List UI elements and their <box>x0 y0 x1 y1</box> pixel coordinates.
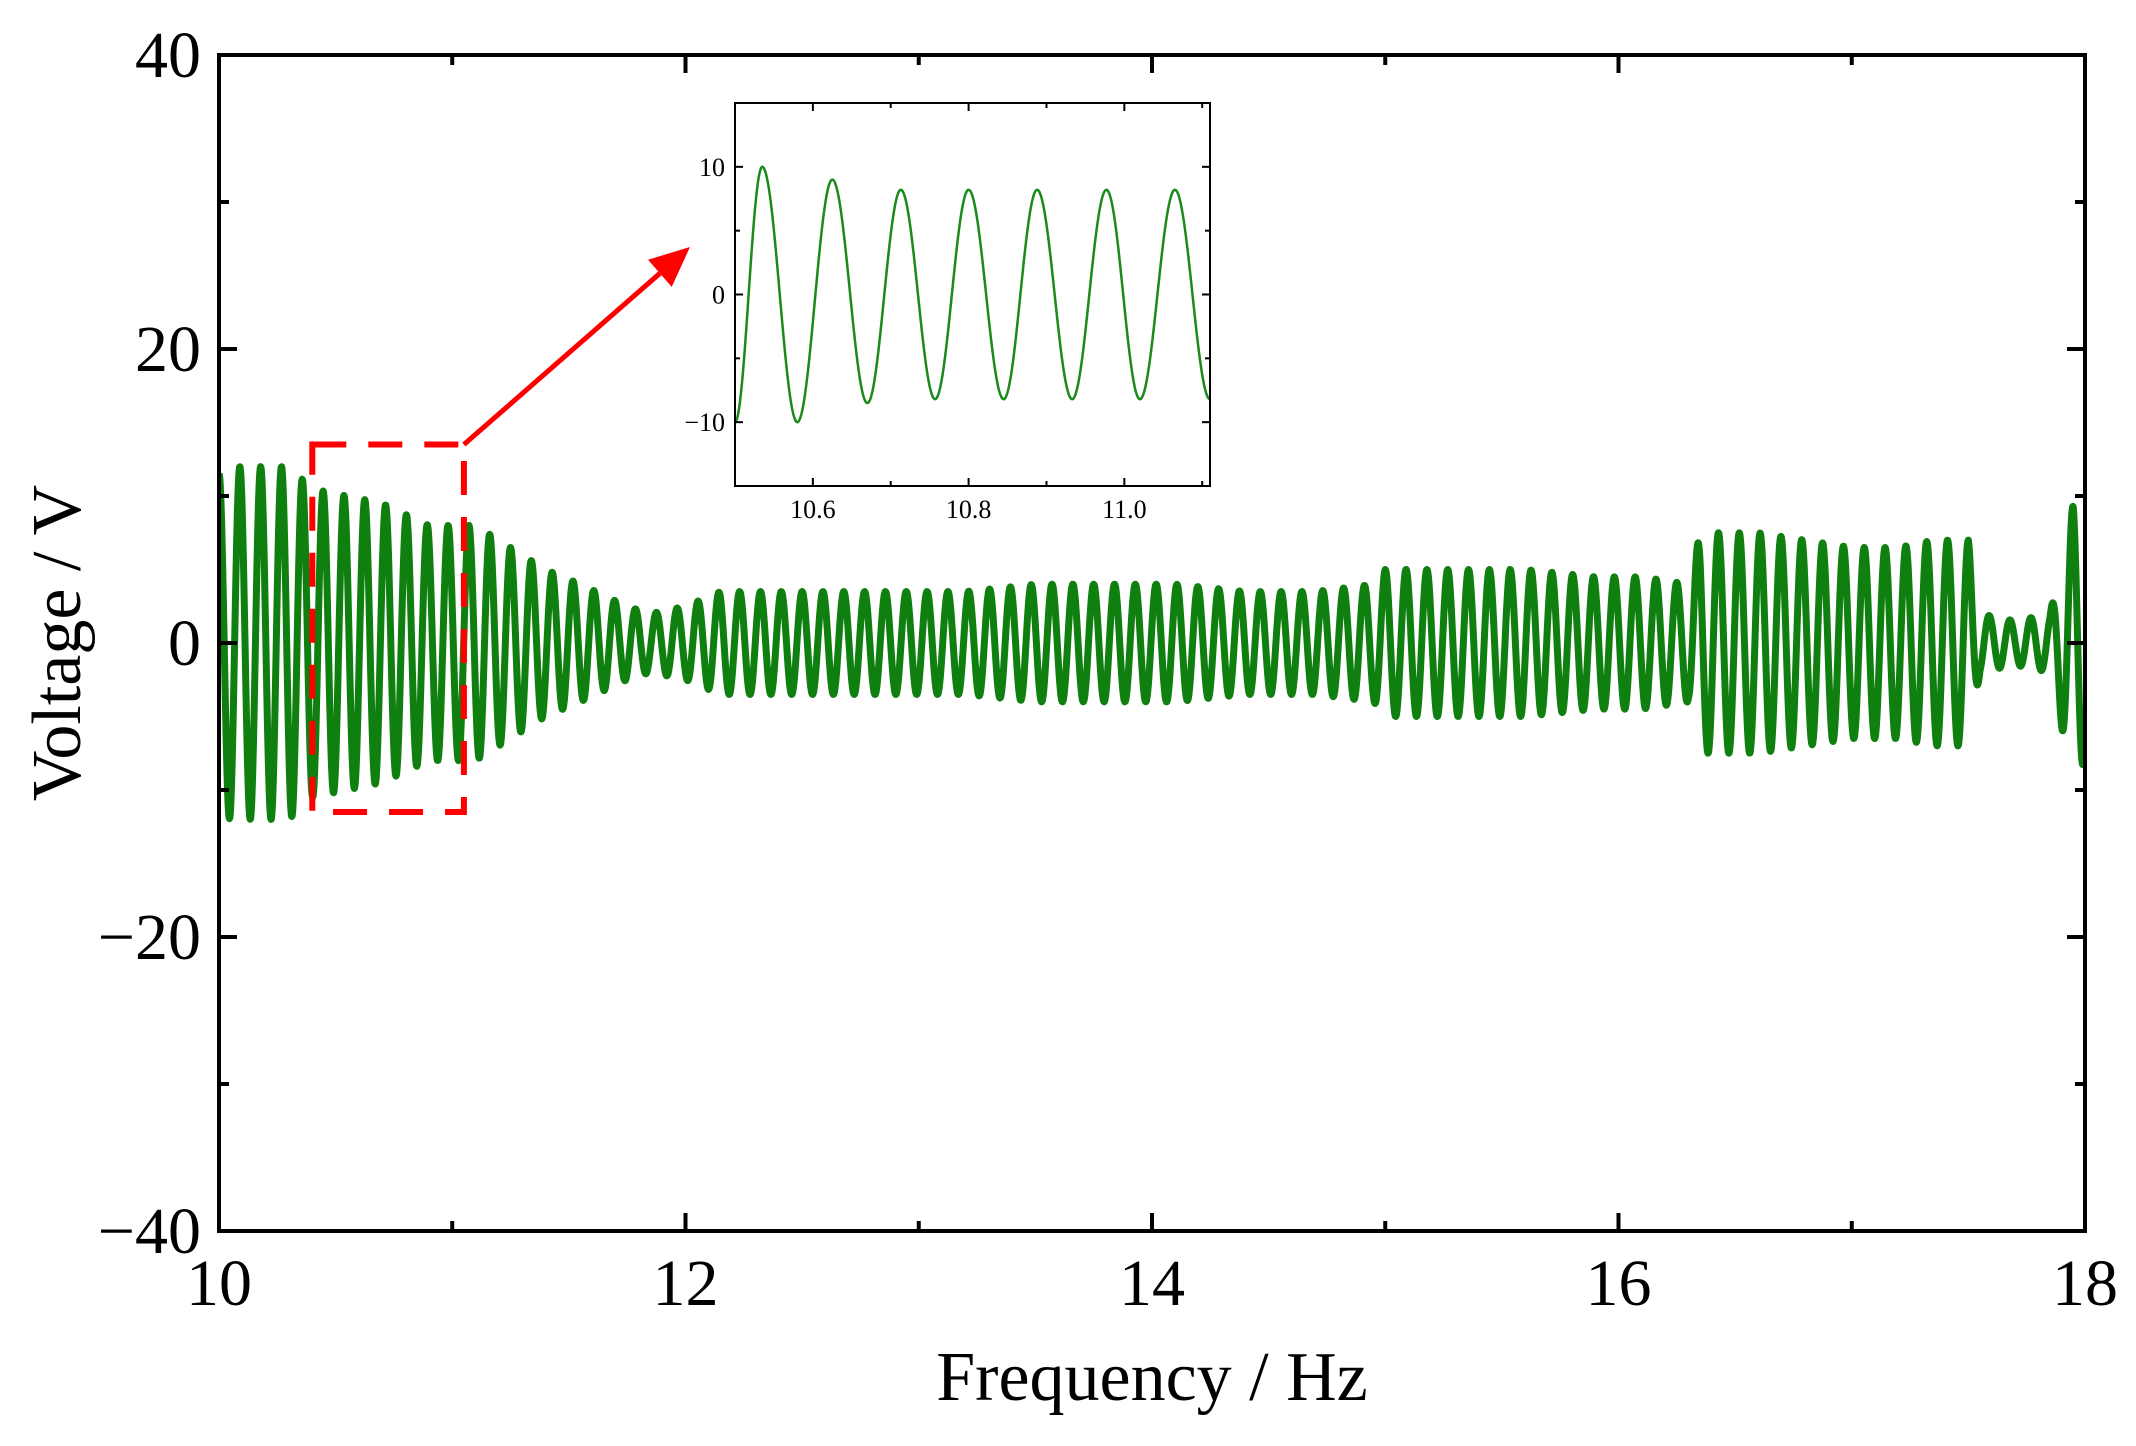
inset-y-tick-labels: −10 0 10 <box>684 153 725 437</box>
main-plot: 10 12 14 16 18 −40 −20 0 20 40 Frequency / Hz Vo… <box>19 19 2118 1416</box>
inset-series-line <box>735 165 1210 424</box>
x-axis-label: Frequency / Hz <box>936 1339 1368 1416</box>
main-y-tick-label: 0 <box>168 607 201 680</box>
main-x-tick-label: 16 <box>1586 1247 1652 1320</box>
inset-axis-ticks <box>734 103 1210 486</box>
zoom-box <box>309 441 467 816</box>
inset-y-tick-label: 0 <box>712 281 725 310</box>
main-x-tick-label: 10 <box>186 1247 252 1320</box>
main-series-group <box>219 463 2085 823</box>
inset-series-group <box>735 165 1210 424</box>
main-x-tick-label: 12 <box>653 1247 719 1320</box>
main-y-tick-label: −40 <box>98 1195 201 1268</box>
y-axis-label: Voltage / V <box>19 485 96 801</box>
inset-x-tick-label: 10.6 <box>790 495 836 524</box>
main-y-tick-label: −20 <box>98 901 201 974</box>
main-series-line <box>219 463 2085 823</box>
inset-x-tick-label: 10.8 <box>946 495 992 524</box>
inset-plot: 10.6 10.8 11.0 −10 0 10 <box>684 102 1211 524</box>
zoom-arrow-head <box>648 247 690 287</box>
inset-background <box>735 103 1210 486</box>
inset-x-tick-label: 11.0 <box>1102 495 1147 524</box>
zoom-arrow-shaft <box>462 271 662 447</box>
inset-y-tick-label: 10 <box>699 153 725 182</box>
main-y-tick-label: 20 <box>135 313 201 386</box>
inset-x-tick-labels: 10.6 10.8 11.0 <box>790 495 1146 524</box>
main-y-tick-label: 40 <box>135 19 201 92</box>
main-x-tick-label: 14 <box>1119 1247 1185 1320</box>
main-x-tick-labels: 10 12 14 16 18 <box>186 1247 2118 1320</box>
main-axis-ticks <box>217 53 2087 1233</box>
main-y-tick-labels: −40 −20 0 20 40 <box>98 19 201 1268</box>
main-x-tick-label: 18 <box>2052 1247 2118 1320</box>
zoom-annotation <box>309 247 690 816</box>
inset-y-tick-label: −10 <box>684 408 725 437</box>
